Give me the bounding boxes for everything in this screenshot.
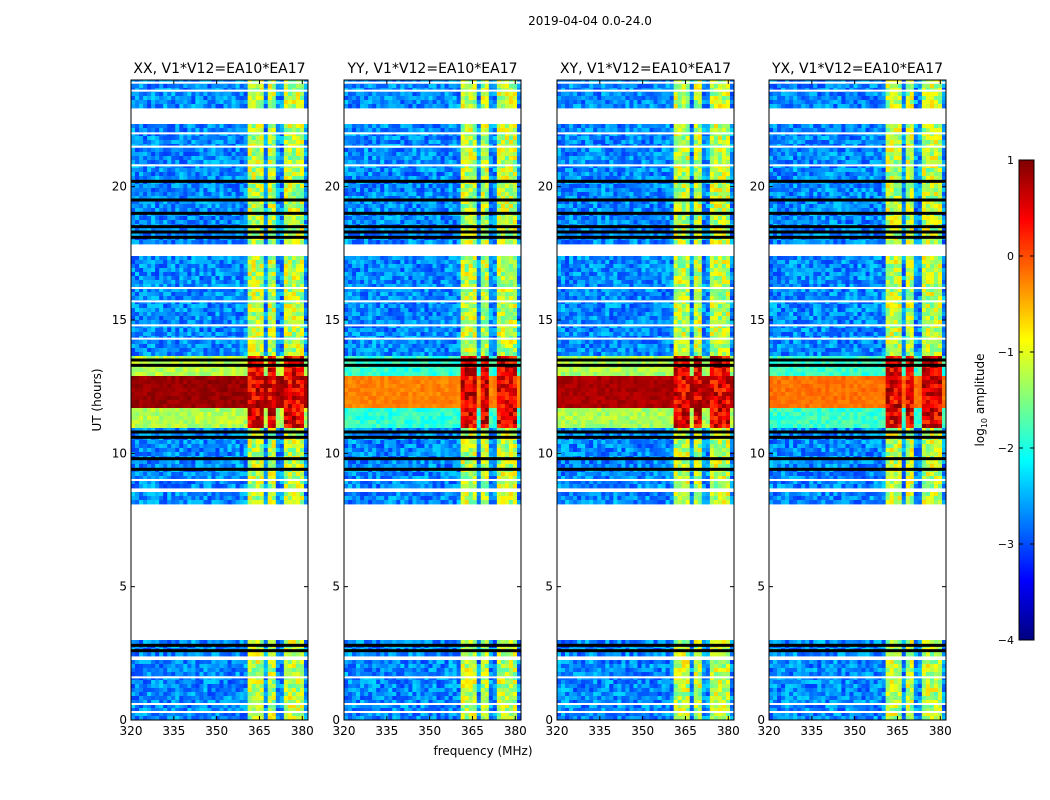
x-tick-label: 320 <box>546 724 569 738</box>
panel-yx: YX, V1*V12=EA10*EA17 320 335 350 365 380 0 5 10 1… <box>750 61 952 738</box>
x-tick-label: 380 <box>291 724 314 738</box>
spectrogram-xx <box>131 80 309 721</box>
panel-xy: XY, V1*V12=EA10*EA17 320 335 350 365 380 0 5 10 1… <box>538 61 740 738</box>
panel-frame <box>343 79 522 721</box>
panel-title: YX, V1*V12=EA10*EA17 <box>771 61 943 77</box>
panel-frame <box>556 79 735 721</box>
panel-frame <box>130 79 309 721</box>
y-tick-label: 20 <box>750 180 765 194</box>
panel-xx: XX, V1*V12=EA10*EA17 320 335 350 365 380 0 5 10 1… <box>112 61 314 738</box>
colorbar-tick-label: −4 <box>998 634 1014 647</box>
x-tick-label: 335 <box>375 724 398 738</box>
x-tick-label: 320 <box>120 724 143 738</box>
y-tick-label: 10 <box>325 446 340 460</box>
x-tick-label: 365 <box>248 724 271 738</box>
y-tick-label: 10 <box>538 446 553 460</box>
y-tick-label: 20 <box>112 180 127 194</box>
y-tick-label: 15 <box>112 313 127 327</box>
colorbar-tick-label: −2 <box>998 442 1014 455</box>
y-tick-label: 5 <box>332 580 340 594</box>
y-tick-label: 0 <box>757 713 765 727</box>
panel-title: YY, V1*V12=EA10*EA17 <box>346 61 517 77</box>
colorbar: 1 0 −1 −2 −3 −4 <box>998 154 1035 647</box>
y-tick-label: 15 <box>538 313 553 327</box>
panel-title: XX, V1*V12=EA10*EA17 <box>133 61 305 77</box>
y-tick-label: 10 <box>112 446 127 460</box>
panel-title: XY, V1*V12=EA10*EA17 <box>560 61 731 77</box>
x-tick-label: 335 <box>800 724 823 738</box>
x-tick-label: 350 <box>205 724 228 738</box>
spectrogram-yy <box>344 80 522 721</box>
y-tick-label: 10 <box>750 446 765 460</box>
colorbar-tick-label: 0 <box>1007 250 1014 263</box>
y-tick-label: 5 <box>545 580 553 594</box>
x-tick-label: 335 <box>162 724 185 738</box>
figure-title: 2019-04-04 0.0-24.0 <box>0 14 1050 28</box>
y-tick-label: 20 <box>325 180 340 194</box>
x-tick-label: 320 <box>758 724 781 738</box>
colorbar-tick-label: 1 <box>1007 154 1014 167</box>
x-tick-label: 380 <box>929 724 952 738</box>
colorbar-tick-label: −1 <box>998 346 1014 359</box>
y-tick-label: 0 <box>119 713 127 727</box>
colorbar-label: log10 amplitude <box>973 354 989 447</box>
x-tick-label: 350 <box>631 724 654 738</box>
y-tick-label: 0 <box>545 713 553 727</box>
x-tick-label: 335 <box>588 724 611 738</box>
y-tick-label: 0 <box>332 713 340 727</box>
y-tick-label: 5 <box>757 580 765 594</box>
x-tick-label: 320 <box>333 724 356 738</box>
x-tick-label: 365 <box>886 724 909 738</box>
x-tick-label: 350 <box>843 724 866 738</box>
spectrogram-yx <box>769 80 947 721</box>
panel-frame <box>768 79 947 721</box>
x-tick-label: 365 <box>461 724 484 738</box>
colorbar-gradient <box>1018 159 1035 641</box>
y-tick-label: 15 <box>750 313 765 327</box>
y-tick-label: 15 <box>325 313 340 327</box>
spectrogram-xy <box>557 80 735 721</box>
panel-yy: YY, V1*V12=EA10*EA17 320 335 350 365 380 0 5 10 1… <box>325 61 527 738</box>
x-axis-label: frequency (MHz) <box>433 744 532 758</box>
x-tick-label: 380 <box>717 724 740 738</box>
x-tick-label: 365 <box>674 724 697 738</box>
y-axis-label: UT (hours) <box>90 368 104 431</box>
x-tick-label: 380 <box>504 724 527 738</box>
colorbar-tick-label: −3 <box>998 538 1014 551</box>
y-tick-label: 20 <box>538 180 553 194</box>
y-tick-label: 5 <box>119 580 127 594</box>
x-tick-label: 350 <box>418 724 441 738</box>
